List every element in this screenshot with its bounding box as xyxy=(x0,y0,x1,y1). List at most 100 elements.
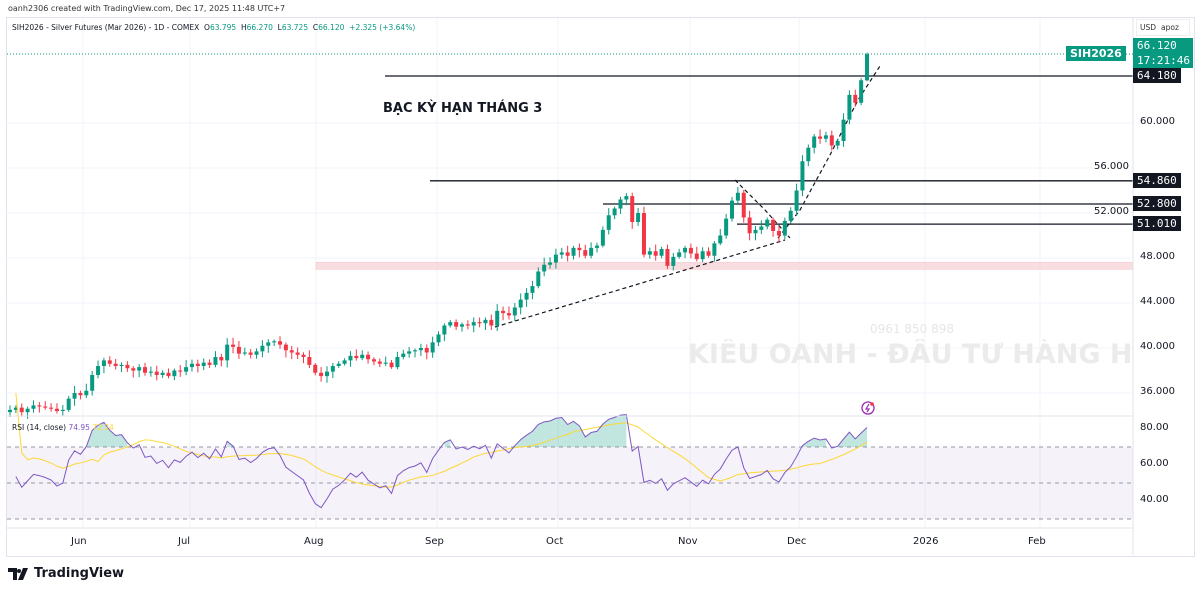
rsi-overbought-fill xyxy=(567,421,574,447)
candle-body xyxy=(336,363,341,366)
open-label: O xyxy=(204,23,210,32)
trendline-flag xyxy=(734,179,791,239)
candle-body xyxy=(454,322,459,327)
candle-body xyxy=(242,352,247,354)
candle-body xyxy=(25,408,30,413)
candle-body xyxy=(313,364,318,373)
rsi-overbought-fill xyxy=(573,421,580,447)
rsi-overbought-fill xyxy=(544,421,551,447)
rsi-overbought-fill xyxy=(526,431,533,447)
candle-body xyxy=(413,350,418,352)
candle-body xyxy=(800,161,805,191)
rsi-overbought-fill xyxy=(614,415,621,447)
candle-body xyxy=(301,354,306,357)
trendline-lower xyxy=(494,239,786,328)
countdown: 17:21:46 xyxy=(1137,54,1190,67)
candle-body xyxy=(506,313,511,316)
chart-annotation[interactable]: BẠC KỲ HẠN THÁNG 3 xyxy=(383,101,543,116)
candle-body xyxy=(389,362,394,368)
candle-body xyxy=(49,407,54,409)
candle-body xyxy=(78,393,83,396)
rsi-overbought-fill xyxy=(92,425,99,447)
candle-body xyxy=(172,370,177,377)
candle-body xyxy=(254,351,259,355)
candle-body xyxy=(260,345,265,352)
candle-body xyxy=(612,208,617,216)
candle-body xyxy=(148,371,153,373)
candle-body xyxy=(595,245,599,248)
candle-body xyxy=(618,199,623,209)
time-tick-label: Jun xyxy=(71,536,87,547)
candle-body xyxy=(718,235,723,244)
rsi-title: RSI (14, close) xyxy=(12,423,67,432)
rsi-overbought-fill xyxy=(115,434,122,447)
candle-body xyxy=(348,355,353,361)
rsi-overbought-fill xyxy=(538,421,545,447)
candle-body xyxy=(747,217,752,234)
candle-body xyxy=(700,251,705,260)
candle-body xyxy=(60,409,65,411)
candle-body xyxy=(835,141,840,146)
rsi-overbought-fill xyxy=(561,417,568,447)
candle-body xyxy=(160,372,165,375)
level-price-tag: 54.860 xyxy=(1133,172,1181,188)
candle-body xyxy=(841,119,846,141)
rsi-legend: RSI (14, close) 74.95 72.24 xyxy=(12,423,114,432)
candle-body xyxy=(272,341,277,343)
high-label: H xyxy=(240,23,247,32)
candle-body xyxy=(178,370,183,372)
price-tick-label: 36.000 xyxy=(1140,386,1175,397)
time-tick-label: Feb xyxy=(1028,536,1046,547)
rsi-overbought-fill xyxy=(808,438,815,447)
watermark-phone: 0961 850 898 xyxy=(870,322,954,336)
rsi-panel xyxy=(7,392,1133,520)
candle-body xyxy=(724,218,729,236)
rsi-overbought-fill xyxy=(620,414,627,447)
candle-body xyxy=(31,405,36,409)
candle-body xyxy=(289,350,294,353)
candle-body xyxy=(383,362,388,364)
candle-body xyxy=(225,344,230,361)
change-value: +2.325 (+3.64%) xyxy=(349,23,416,32)
candle-body xyxy=(630,196,635,222)
rsi-tick-label: 60.00 xyxy=(1140,458,1169,469)
rsi-ma-line xyxy=(15,392,868,488)
time-tick-label: Oct xyxy=(546,536,564,547)
rsi-overbought-fill xyxy=(814,438,821,447)
candle-body xyxy=(436,334,441,343)
candle-body xyxy=(342,360,347,364)
candle-body xyxy=(477,322,482,324)
candle-body xyxy=(600,229,605,246)
candle-body xyxy=(213,357,218,365)
candle-body xyxy=(735,192,740,201)
candle-body xyxy=(407,351,412,354)
candle-body xyxy=(266,342,271,346)
candle-body xyxy=(542,264,547,272)
candle-body xyxy=(495,310,500,326)
candle-body xyxy=(788,210,793,221)
rsi-overbought-fill xyxy=(849,432,856,447)
candle-body xyxy=(859,80,864,103)
candle-body xyxy=(483,319,488,324)
candle-body xyxy=(442,325,447,335)
candle-body xyxy=(418,348,423,351)
rsi-overbought-fill xyxy=(550,418,556,447)
rsi-overbought-fill xyxy=(121,434,128,447)
candle-body xyxy=(283,344,288,351)
level-price-tag: 64.180 xyxy=(1133,67,1181,83)
currency-unit-box[interactable]: USD apoz xyxy=(1136,19,1190,36)
credit-text: oanh2306 created with TradingView.com, D… xyxy=(8,4,286,13)
rsi-overbought-fill xyxy=(555,417,562,447)
tradingview-logo[interactable]: TradingView xyxy=(8,566,124,581)
currency-label: USD xyxy=(1140,23,1157,32)
candle-body xyxy=(366,354,371,360)
candle-body xyxy=(113,363,118,366)
grid xyxy=(7,18,1133,528)
candle-body xyxy=(530,286,535,293)
candle-body xyxy=(465,324,470,326)
unit-label: apoz xyxy=(1161,23,1179,32)
watermark-name: KIỀU OANH - ĐẦU TƯ HÀNG HÓA HCM xyxy=(688,339,1131,370)
candle-body xyxy=(559,252,564,255)
candles xyxy=(8,52,870,419)
